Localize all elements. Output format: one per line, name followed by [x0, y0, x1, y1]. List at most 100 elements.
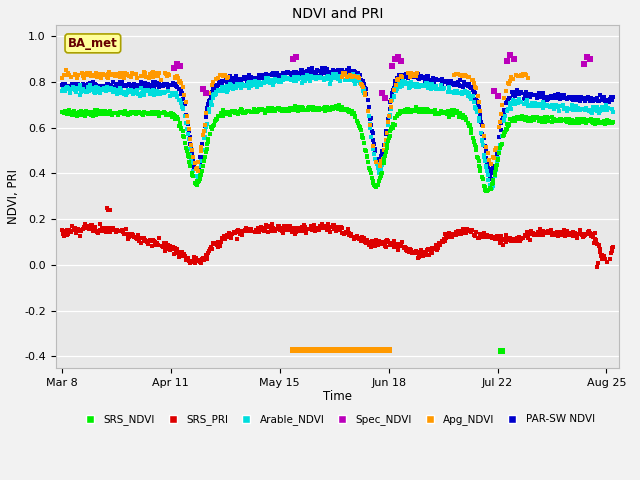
- Point: [152, 239, 163, 247]
- Point: [280, 73, 291, 81]
- Point: [60, 229, 70, 237]
- Point: [167, 90, 177, 98]
- Point: [296, 224, 306, 231]
- Point: [262, 223, 272, 231]
- Point: [257, 74, 268, 82]
- Point: [225, 109, 235, 117]
- Point: [123, 236, 133, 243]
- Point: [338, 105, 348, 113]
- Point: [495, 239, 505, 247]
- Point: [442, 77, 452, 85]
- Point: [507, 116, 517, 123]
- Point: [140, 86, 150, 94]
- Point: [412, 82, 422, 89]
- Point: [252, 74, 262, 82]
- Point: [531, 230, 541, 238]
- Point: [74, 81, 84, 89]
- Point: [212, 112, 223, 120]
- Point: [499, 129, 509, 136]
- Point: [243, 79, 253, 87]
- Point: [260, 72, 270, 79]
- Point: [68, 227, 79, 234]
- Point: [142, 238, 152, 245]
- Point: [394, 71, 404, 79]
- Point: [239, 109, 249, 117]
- Point: [527, 100, 538, 108]
- Point: [564, 231, 574, 239]
- Point: [351, 69, 361, 76]
- Point: [242, 107, 252, 115]
- Point: [420, 250, 430, 258]
- Point: [114, 81, 124, 89]
- Point: [190, 259, 200, 267]
- Point: [165, 111, 175, 119]
- Point: [594, 109, 604, 117]
- Point: [337, 72, 347, 80]
- Point: [273, 105, 283, 112]
- Point: [194, 257, 204, 264]
- Point: [563, 94, 573, 102]
- Point: [303, 70, 313, 78]
- Point: [515, 233, 525, 240]
- Point: [90, 84, 100, 92]
- Point: [81, 110, 91, 118]
- Point: [202, 253, 212, 261]
- Point: [303, 104, 313, 111]
- Point: [554, 91, 564, 98]
- Point: [61, 84, 71, 92]
- Point: [388, 237, 399, 245]
- Point: [180, 257, 191, 264]
- Point: [266, 106, 276, 114]
- Point: [342, 72, 353, 80]
- Point: [183, 130, 193, 138]
- Point: [228, 76, 239, 84]
- Point: [115, 109, 125, 117]
- Point: [182, 150, 193, 158]
- Point: [552, 117, 563, 124]
- Point: [461, 116, 471, 124]
- Point: [281, 106, 291, 113]
- Point: [237, 75, 247, 83]
- Point: [61, 66, 71, 74]
- Point: [244, 78, 255, 86]
- Point: [388, 120, 399, 128]
- Point: [94, 110, 104, 118]
- Point: [112, 83, 122, 90]
- Point: [259, 79, 269, 87]
- Point: [456, 227, 467, 234]
- Point: [297, 66, 307, 73]
- Point: [304, 103, 314, 111]
- Point: [269, 226, 279, 234]
- Point: [124, 81, 134, 88]
- Point: [360, 84, 370, 92]
- Point: [608, 108, 618, 116]
- Point: [456, 89, 466, 96]
- Point: [103, 85, 113, 93]
- Point: [164, 81, 175, 89]
- Point: [90, 71, 100, 79]
- Point: [582, 228, 593, 236]
- Point: [129, 71, 139, 78]
- Point: [72, 71, 83, 79]
- Point: [278, 105, 288, 112]
- Point: [182, 255, 193, 263]
- Point: [256, 226, 266, 233]
- Point: [387, 90, 397, 97]
- Point: [177, 89, 187, 96]
- Point: [92, 73, 102, 81]
- Point: [239, 82, 249, 89]
- Point: [372, 238, 383, 245]
- Point: [226, 234, 236, 241]
- Point: [410, 83, 420, 90]
- Point: [548, 102, 558, 110]
- Point: [297, 79, 307, 86]
- Point: [421, 75, 431, 83]
- Point: [438, 79, 449, 86]
- Point: [140, 236, 150, 244]
- Point: [534, 118, 544, 125]
- Point: [222, 76, 232, 84]
- Point: [222, 231, 232, 239]
- Point: [254, 78, 264, 86]
- Point: [67, 222, 77, 230]
- Point: [513, 234, 523, 242]
